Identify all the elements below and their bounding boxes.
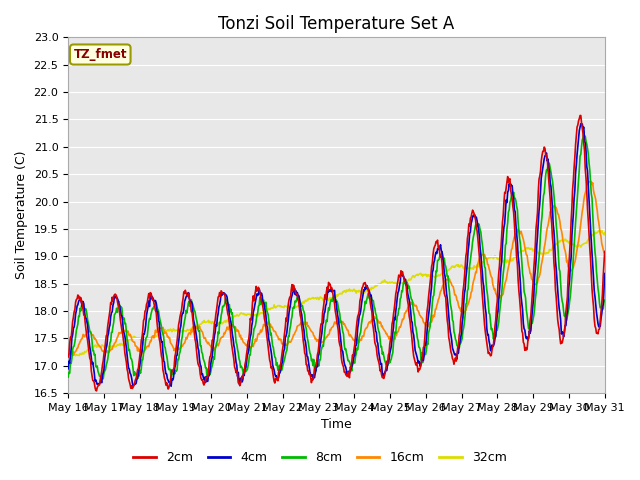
- Y-axis label: Soil Temperature (C): Soil Temperature (C): [15, 151, 28, 279]
- 16cm: [418, 315, 426, 321]
- 16cm: [601, 251, 609, 256]
- 4cm: [577, 121, 585, 127]
- Title: Tonzi Soil Temperature Set A: Tonzi Soil Temperature Set A: [218, 15, 454, 33]
- 2cm: [213, 306, 221, 312]
- Line: 8cm: 8cm: [68, 132, 605, 380]
- 32cm: [72, 353, 79, 359]
- 16cm: [184, 331, 192, 337]
- 16cm: [64, 351, 72, 357]
- X-axis label: Time: Time: [321, 419, 352, 432]
- 16cm: [130, 339, 138, 345]
- Line: 4cm: 4cm: [68, 124, 605, 386]
- 4cm: [213, 323, 221, 329]
- 16cm: [65, 352, 73, 358]
- 2cm: [93, 388, 100, 394]
- 8cm: [98, 377, 106, 383]
- 32cm: [213, 319, 221, 325]
- 8cm: [580, 129, 588, 134]
- 4cm: [601, 271, 609, 276]
- 32cm: [598, 228, 605, 233]
- 4cm: [74, 302, 82, 308]
- Legend: 2cm, 4cm, 8cm, 16cm, 32cm: 2cm, 4cm, 8cm, 16cm, 32cm: [128, 446, 512, 469]
- Line: 32cm: 32cm: [68, 230, 605, 356]
- 8cm: [130, 373, 138, 379]
- 32cm: [403, 279, 410, 285]
- 16cm: [588, 179, 595, 184]
- 2cm: [64, 354, 72, 360]
- 4cm: [184, 290, 192, 296]
- 32cm: [418, 271, 426, 277]
- Line: 2cm: 2cm: [68, 116, 605, 391]
- 32cm: [601, 230, 609, 236]
- 16cm: [403, 308, 410, 314]
- 8cm: [74, 321, 82, 327]
- 8cm: [403, 283, 410, 288]
- 8cm: [213, 340, 221, 346]
- 32cm: [64, 351, 72, 357]
- 4cm: [130, 383, 138, 388]
- 2cm: [576, 113, 584, 119]
- 32cm: [130, 334, 138, 339]
- 8cm: [601, 297, 609, 303]
- 2cm: [403, 283, 410, 289]
- 2cm: [184, 294, 192, 300]
- 8cm: [184, 300, 192, 306]
- 32cm: [75, 352, 83, 358]
- Line: 16cm: 16cm: [68, 181, 605, 355]
- 16cm: [213, 342, 221, 348]
- 2cm: [130, 382, 138, 388]
- 2cm: [74, 292, 82, 298]
- 8cm: [64, 374, 72, 380]
- 4cm: [403, 281, 410, 287]
- 4cm: [129, 384, 137, 389]
- 2cm: [601, 249, 609, 254]
- 2cm: [418, 356, 426, 362]
- 32cm: [184, 327, 192, 333]
- 8cm: [418, 350, 426, 356]
- 4cm: [418, 357, 426, 362]
- 16cm: [75, 342, 83, 348]
- Text: TZ_fmet: TZ_fmet: [74, 48, 127, 61]
- 4cm: [64, 366, 72, 372]
